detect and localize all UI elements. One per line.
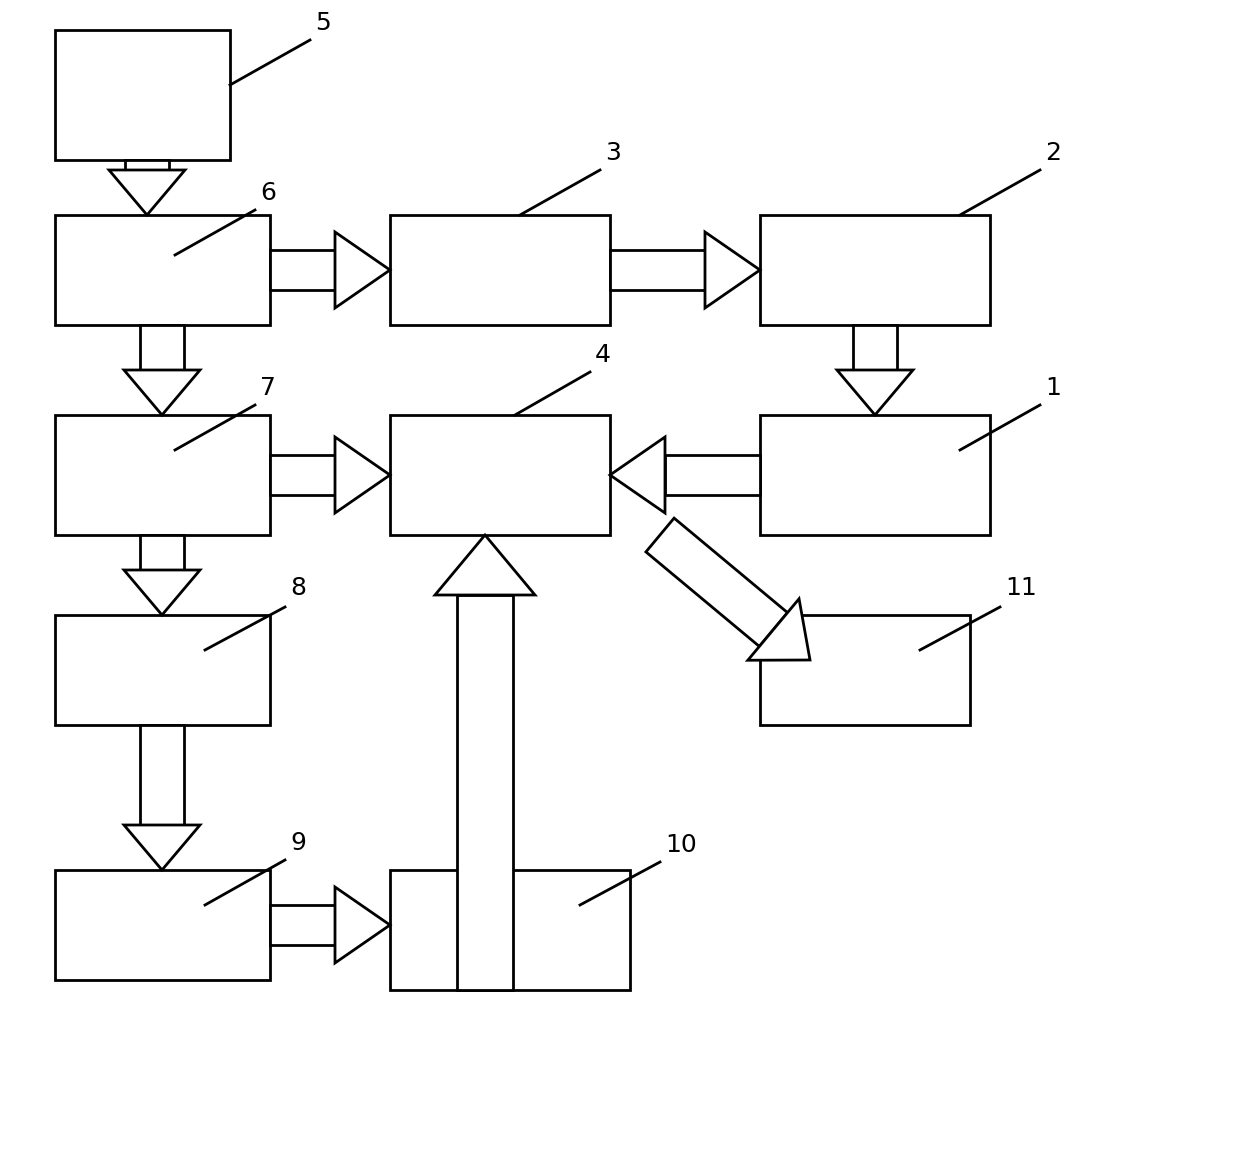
Text: 2: 2 [1045, 141, 1061, 165]
Text: 8: 8 [290, 576, 306, 600]
Text: 9: 9 [290, 831, 306, 855]
Polygon shape [124, 826, 200, 870]
Polygon shape [125, 160, 169, 170]
Polygon shape [109, 170, 185, 215]
Bar [55, 30, 229, 160]
Text: 6: 6 [260, 182, 277, 205]
Bar [760, 415, 990, 535]
Polygon shape [610, 437, 665, 513]
Text: 3: 3 [605, 141, 621, 165]
Polygon shape [270, 456, 335, 495]
Polygon shape [140, 326, 184, 370]
Polygon shape [270, 905, 335, 945]
Bar [760, 615, 970, 725]
Bar [391, 870, 630, 989]
Text: 1: 1 [1045, 376, 1061, 400]
Polygon shape [124, 370, 200, 415]
Polygon shape [646, 518, 787, 646]
Text: 7: 7 [260, 376, 275, 400]
Polygon shape [706, 232, 760, 308]
Text: 10: 10 [665, 833, 697, 857]
Polygon shape [335, 437, 391, 513]
Polygon shape [335, 232, 391, 308]
Polygon shape [748, 598, 810, 660]
Bar [55, 615, 270, 725]
Polygon shape [124, 570, 200, 615]
Bar [55, 415, 270, 535]
Bar [55, 215, 270, 326]
Bar [391, 415, 610, 535]
Text: 11: 11 [1004, 576, 1037, 600]
Bar [760, 215, 990, 326]
Polygon shape [140, 725, 184, 826]
Text: 5: 5 [315, 11, 331, 35]
Polygon shape [335, 886, 391, 963]
Polygon shape [458, 595, 513, 989]
Bar [391, 215, 610, 326]
Polygon shape [435, 535, 534, 595]
Polygon shape [837, 370, 913, 415]
Polygon shape [853, 326, 897, 370]
Bar [55, 870, 270, 980]
Polygon shape [610, 249, 706, 290]
Polygon shape [270, 249, 335, 290]
Text: 4: 4 [595, 343, 611, 367]
Polygon shape [665, 456, 760, 495]
Polygon shape [140, 535, 184, 570]
